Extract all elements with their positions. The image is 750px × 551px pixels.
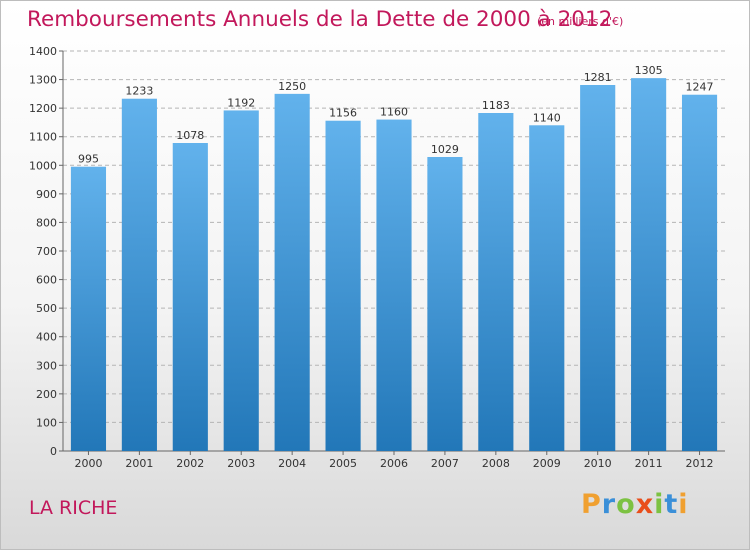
bar — [70, 166, 107, 451]
logo-letter: i — [678, 489, 689, 520]
y-tick-label: 1400 — [29, 45, 57, 58]
y-tick-label: 400 — [36, 331, 57, 344]
x-tick-label: 2011 — [635, 457, 663, 470]
y-tick-label: 900 — [36, 188, 57, 201]
y-tick-label: 200 — [36, 388, 57, 401]
logo-letter: o — [616, 489, 636, 520]
bar — [376, 119, 412, 452]
x-tick-label: 2012 — [686, 457, 714, 470]
logo-letter: i — [654, 489, 665, 520]
bar — [580, 85, 616, 451]
bar-value-label: 995 — [78, 153, 99, 166]
bar-value-label: 1281 — [584, 71, 612, 84]
bar — [274, 93, 310, 451]
bar-value-label: 1078 — [176, 129, 204, 142]
y-tick-label: 800 — [36, 216, 57, 229]
bar — [478, 113, 514, 451]
x-tick-label: 2009 — [533, 457, 561, 470]
bar-value-label: 1160 — [380, 106, 408, 119]
bar — [529, 125, 565, 452]
bars — [70, 78, 718, 452]
bar — [121, 98, 157, 451]
x-tick-label: 2008 — [482, 457, 510, 470]
y-tick-label: 1200 — [29, 102, 57, 115]
bar-value-label: 1156 — [329, 107, 357, 120]
y-tick-label: 100 — [36, 416, 57, 429]
x-tick-label: 2004 — [278, 457, 306, 470]
bar-value-label: 1029 — [431, 143, 459, 156]
bar-value-label: 1250 — [278, 80, 306, 93]
bar — [631, 78, 667, 452]
x-tick-label: 2000 — [74, 457, 102, 470]
bar-value-label: 1183 — [482, 99, 510, 112]
bar — [223, 110, 259, 451]
labels: 2000 995 2001 1233 2002 1078 2003 1192 2004 1250 2… — [74, 64, 713, 470]
bar-value-label: 1192 — [227, 96, 255, 109]
logo-letter: P — [581, 489, 602, 520]
x-tick-label: 2003 — [227, 457, 255, 470]
y-tick-label: 600 — [36, 274, 57, 287]
commune-name: LA RICHE — [29, 497, 118, 519]
y-tick-label: 1300 — [29, 74, 57, 87]
bar-value-label: 1247 — [686, 81, 714, 94]
chart-unit: (en milliers d'€) — [537, 15, 624, 28]
y-tick-label: 1000 — [29, 159, 57, 172]
y-tick-label: 500 — [36, 302, 57, 315]
x-tick-label: 2001 — [125, 457, 153, 470]
x-tick-label: 2002 — [176, 457, 204, 470]
y-tick-label: 1100 — [29, 131, 57, 144]
bar-value-label: 1305 — [635, 64, 663, 77]
bar-value-label: 1233 — [125, 85, 153, 98]
bar — [325, 120, 361, 451]
logo-letter: x — [635, 489, 655, 520]
x-tick-label: 2006 — [380, 457, 408, 470]
logo-letter: t — [664, 489, 679, 520]
y-tick-label: 700 — [36, 245, 57, 258]
logo-letter: r — [601, 489, 617, 520]
x-tick-label: 2007 — [431, 457, 459, 470]
y-tick-label: 0 — [50, 445, 57, 458]
bar — [172, 143, 208, 451]
bar — [427, 157, 463, 451]
chart-title: Remboursements Annuels de la Dette de 20… — [27, 7, 613, 32]
proxiti-logo: Proxiti — [581, 489, 689, 520]
bar-value-label: 1140 — [533, 111, 561, 124]
x-tick-label: 2005 — [329, 457, 357, 470]
bar — [681, 94, 718, 451]
x-tick-label: 2010 — [584, 457, 612, 470]
y-tick-label: 300 — [36, 359, 57, 372]
